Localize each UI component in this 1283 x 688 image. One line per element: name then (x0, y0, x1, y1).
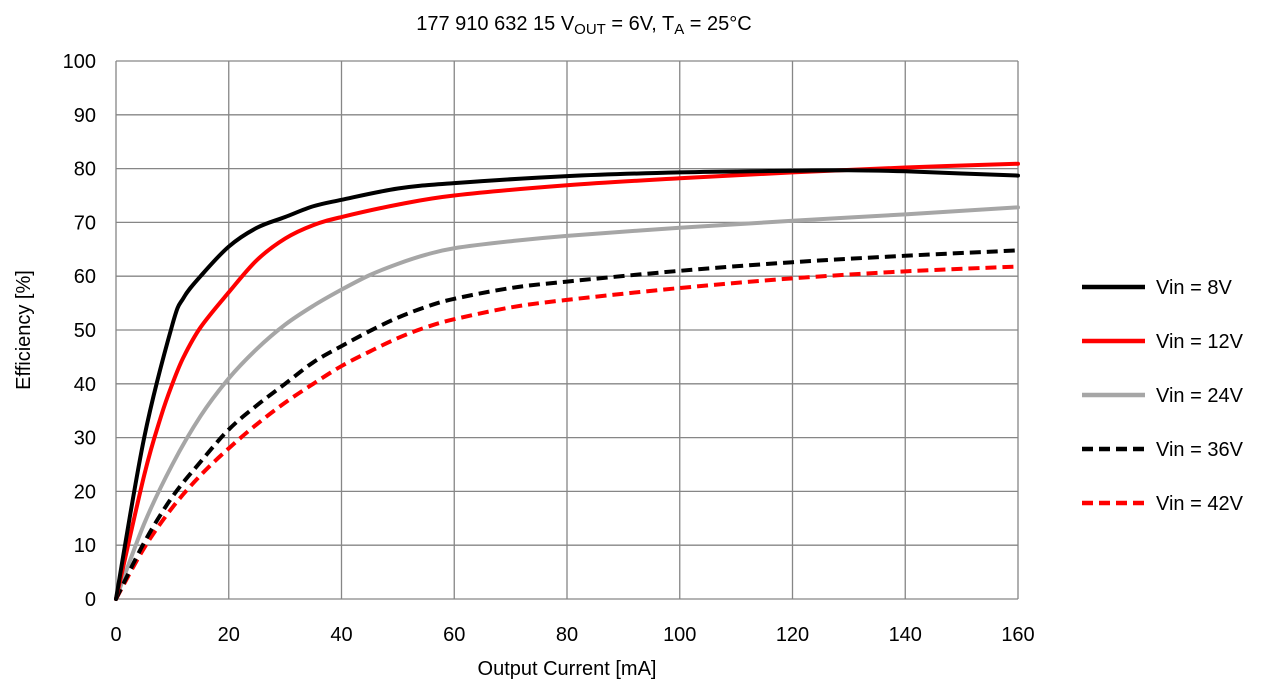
x-tick-label: 140 (889, 624, 922, 646)
legend-label: Vin = 24V (1156, 385, 1244, 407)
y-tick-label: 60 (74, 266, 96, 288)
y-tick-label: 40 (74, 374, 96, 396)
series-line (114, 264, 1019, 600)
title-ta-sub: A (674, 21, 684, 38)
x-tick-label: 100 (663, 624, 696, 646)
legend-label: Vin = 12V (1156, 331, 1244, 353)
y-tick-label: 20 (74, 481, 96, 503)
legend-label: Vin = 8V (1156, 277, 1232, 299)
x-tick-label: 0 (110, 624, 121, 646)
legend-label: Vin = 42V (1156, 493, 1244, 515)
x-tick-labels: 0 20 40 60 80 100 120 140 160 (110, 624, 1034, 646)
title-suffix: = 25°C (684, 13, 751, 35)
legend-label: Vin = 36V (1156, 439, 1244, 461)
y-tick-label: 10 (74, 535, 96, 557)
y-tick-label: 100 (63, 51, 96, 73)
y-tick-labels: 0 10 20 30 40 50 60 70 80 90 100 (63, 51, 96, 611)
series-line (114, 168, 1020, 601)
x-tick-label: 60 (443, 624, 465, 646)
title-middle: = 6V, T (606, 13, 674, 35)
y-tick-label: 80 (74, 159, 96, 181)
x-tick-label: 120 (776, 624, 809, 646)
chart-title: 177 910 632 15 VOUT = 6V, TA = 25°C (416, 13, 751, 38)
grid-lines (115, 60, 1019, 600)
y-tick-label: 70 (74, 212, 96, 234)
title-vout-sub: OUT (574, 21, 606, 38)
x-tick-label: 40 (330, 624, 352, 646)
series-lines (114, 161, 1020, 601)
legend: Vin = 8V Vin = 12V Vin = 24V Vin = 36V Vin =… (1082, 277, 1244, 515)
series-line (114, 248, 1019, 600)
series-line (114, 161, 1020, 601)
x-tick-label: 80 (556, 624, 578, 646)
title-prefix: 177 910 632 15 V (416, 13, 575, 35)
series-line (114, 205, 1020, 601)
y-axis-title: Efficiency [%] (13, 270, 35, 390)
y-tick-label: 30 (74, 428, 96, 450)
x-tick-label: 160 (1001, 624, 1034, 646)
y-tick-label: 50 (74, 320, 96, 342)
x-axis-title: Output Current [mA] (478, 658, 657, 680)
x-tick-label: 20 (218, 624, 240, 646)
y-tick-label: 90 (74, 105, 96, 127)
y-tick-label: 0 (85, 589, 96, 611)
